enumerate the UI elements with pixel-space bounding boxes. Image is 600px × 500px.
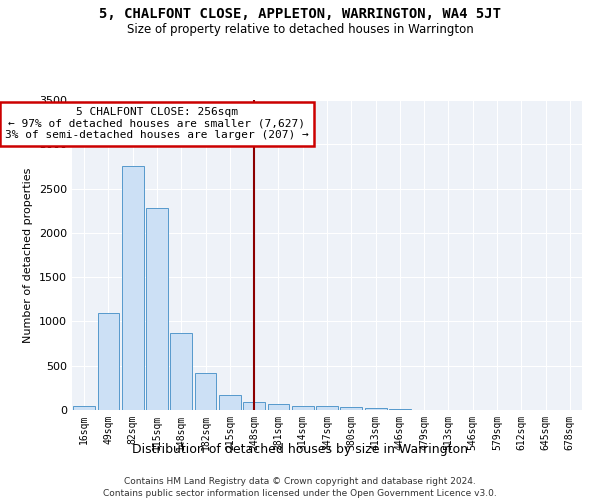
Text: Contains HM Land Registry data © Crown copyright and database right 2024.: Contains HM Land Registry data © Crown c… (124, 478, 476, 486)
Bar (292, 406, 314, 410)
Bar (389, 408, 411, 410)
Bar (340, 408, 362, 410)
Bar (97, 312, 119, 410)
Bar (243, 402, 265, 410)
Bar (316, 406, 338, 410)
Bar (146, 208, 168, 410)
Bar (219, 394, 241, 410)
Bar (122, 166, 143, 410)
Bar (194, 373, 217, 410)
Bar (365, 408, 386, 410)
Text: 5, CHALFONT CLOSE, APPLETON, WARRINGTON, WA4 5JT: 5, CHALFONT CLOSE, APPLETON, WARRINGTON,… (99, 8, 501, 22)
Bar (170, 332, 192, 410)
Text: Contains public sector information licensed under the Open Government Licence v3: Contains public sector information licen… (103, 489, 497, 498)
Bar (268, 404, 289, 410)
Bar (73, 406, 95, 410)
Text: Size of property relative to detached houses in Warrington: Size of property relative to detached ho… (127, 22, 473, 36)
Text: 5 CHALFONT CLOSE: 256sqm
← 97% of detached houses are smaller (7,627)
3% of semi: 5 CHALFONT CLOSE: 256sqm ← 97% of detach… (5, 107, 309, 140)
Y-axis label: Number of detached properties: Number of detached properties (23, 168, 34, 342)
Text: Distribution of detached houses by size in Warrington: Distribution of detached houses by size … (132, 442, 468, 456)
